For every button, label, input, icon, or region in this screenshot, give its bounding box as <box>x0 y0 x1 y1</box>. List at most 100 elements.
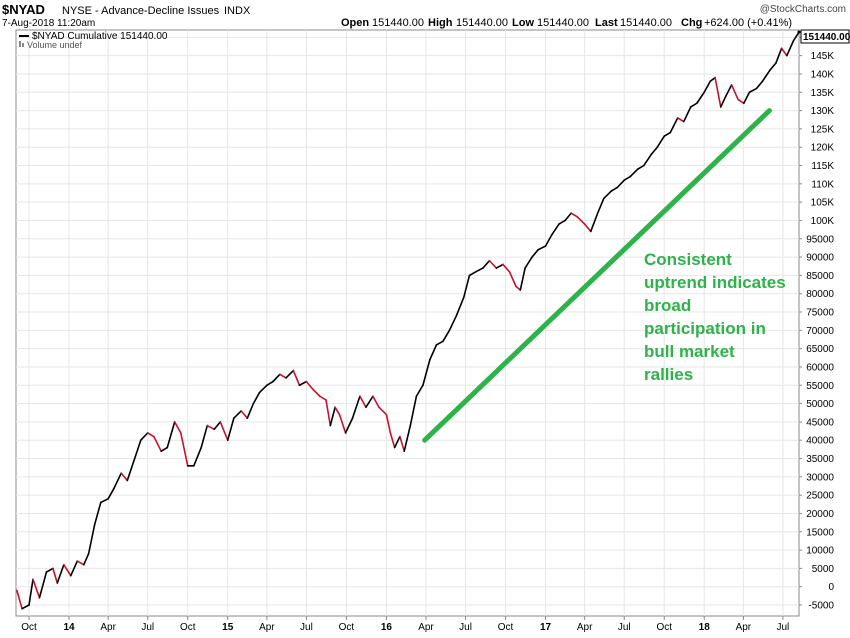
series-segment <box>240 410 249 420</box>
x-tick-label: Apr <box>259 622 275 633</box>
series-segment <box>365 395 374 409</box>
x-tick-label: Apr <box>418 622 434 633</box>
x-tick-label: Jul <box>141 622 154 633</box>
chart-exchange: INDX <box>224 5 251 17</box>
series-segment <box>488 259 498 269</box>
series-segment <box>468 270 477 277</box>
series-segment <box>385 413 392 434</box>
y-tick-label: 90000 <box>806 253 834 264</box>
series-segment <box>393 435 401 449</box>
x-tick-label: 17 <box>540 622 552 633</box>
x-axis: Oct 14 Apr Jul Oct 15 Apr Jul Oct 16 Apr Jul Oct 17 Ap… <box>21 616 789 633</box>
series-segment <box>544 234 553 247</box>
series-segment <box>213 421 222 431</box>
series-segment <box>403 424 412 452</box>
open-label: Open <box>341 17 369 29</box>
annotation-line: uptrend indicates <box>644 273 786 292</box>
series-segment <box>16 589 23 610</box>
series-segment <box>519 267 526 291</box>
y-tick-label: -5000 <box>808 601 834 612</box>
last-price-tag <box>800 29 850 44</box>
series-segment <box>669 117 679 134</box>
series-segment <box>748 87 758 94</box>
y-tick-label: 20000 <box>806 509 834 520</box>
series-segment <box>663 131 672 138</box>
x-tick-label: Oct <box>656 622 672 633</box>
x-tick-label: Apr <box>736 622 752 633</box>
series-segment <box>139 432 149 442</box>
series-segment <box>650 146 659 156</box>
annotation-line: Consistent <box>644 250 732 269</box>
series-segment <box>786 40 795 57</box>
series-segment <box>515 285 522 291</box>
series-segment <box>344 417 354 434</box>
series-segment <box>272 373 281 383</box>
y-tick-label: 115K <box>811 161 834 172</box>
y-tick-label: 55000 <box>806 381 834 392</box>
low-value: 151440.00 <box>537 17 589 29</box>
series-segment <box>725 84 733 97</box>
y-tick-label: 125K <box>811 124 835 135</box>
series-segment <box>107 487 116 500</box>
series-segment <box>742 91 751 105</box>
series-segment <box>311 388 321 398</box>
series-segment <box>93 501 102 526</box>
y-tick-label: 0 <box>828 582 834 593</box>
series-segment <box>334 406 341 416</box>
y-tick-label: 30000 <box>806 472 834 483</box>
annotation-line: bull market <box>644 342 735 361</box>
x-tick-label: 15 <box>222 622 234 633</box>
series-segment <box>292 369 301 387</box>
stockcharts-watermark: @StockCharts.com <box>760 4 846 15</box>
y-tick-label: 25000 <box>806 491 834 502</box>
x-tick-label: Oct <box>180 622 196 633</box>
high-label: High <box>428 17 453 29</box>
series-segment <box>359 395 367 409</box>
series-segment <box>252 391 261 405</box>
series-segment <box>28 578 34 606</box>
series-segment <box>689 102 698 108</box>
series-segment <box>755 80 764 90</box>
series-segment <box>146 432 155 438</box>
series-segment <box>87 523 96 555</box>
y-tick-label: 35000 <box>806 454 834 465</box>
series-segment <box>448 314 458 332</box>
series-segment <box>319 395 327 401</box>
trend-line <box>422 108 772 443</box>
y-tick-label: 45000 <box>806 417 834 428</box>
series-segment <box>719 95 727 108</box>
trend-line-segment <box>422 108 772 443</box>
series-segment <box>226 417 235 442</box>
series-segment <box>596 197 605 214</box>
series-segment <box>415 384 424 398</box>
y-tick-label: 50000 <box>806 399 834 410</box>
chg-label: Chg <box>681 17 702 29</box>
series-segment <box>219 421 229 442</box>
x-tick-label: 18 <box>699 622 711 633</box>
series-segment <box>409 395 418 427</box>
series-segment <box>589 212 599 233</box>
series-segment <box>305 380 314 390</box>
series-segment <box>550 223 560 236</box>
series-segment <box>193 446 203 467</box>
series-segment <box>508 270 517 288</box>
series-segment <box>682 106 692 123</box>
series-segment <box>45 567 54 573</box>
series-segment <box>38 571 48 599</box>
low-label: Low <box>512 17 534 29</box>
x-tick-label: Jul <box>459 622 472 633</box>
series-segment <box>279 373 287 379</box>
series-segment <box>769 62 777 72</box>
series-segment <box>325 399 332 427</box>
x-tick-label: Jul <box>618 622 631 633</box>
series-segment <box>616 179 626 189</box>
series-segment <box>21 604 30 610</box>
series-segment <box>737 98 745 105</box>
series-segment <box>266 380 274 387</box>
series-segment <box>442 329 451 343</box>
series-segment <box>56 563 65 584</box>
series-segment <box>166 421 176 449</box>
series-segment <box>502 263 511 273</box>
series-segment <box>558 219 566 225</box>
